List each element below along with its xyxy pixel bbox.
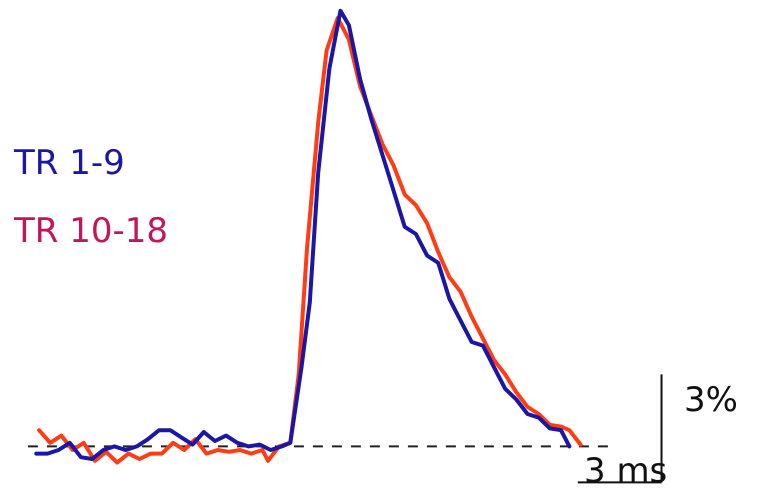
series-line-tr-1-9 xyxy=(34,8,572,461)
series-line-tr-10-18 xyxy=(37,16,583,465)
series-layer xyxy=(34,8,583,465)
legend-entry-tr-1-9: TR 1-9 xyxy=(14,143,125,183)
legend-entry-tr-10-18: TR 10-18 xyxy=(14,211,168,251)
y-scale-label: 3% xyxy=(684,380,738,420)
x-scale-label: 3 ms xyxy=(584,451,668,491)
